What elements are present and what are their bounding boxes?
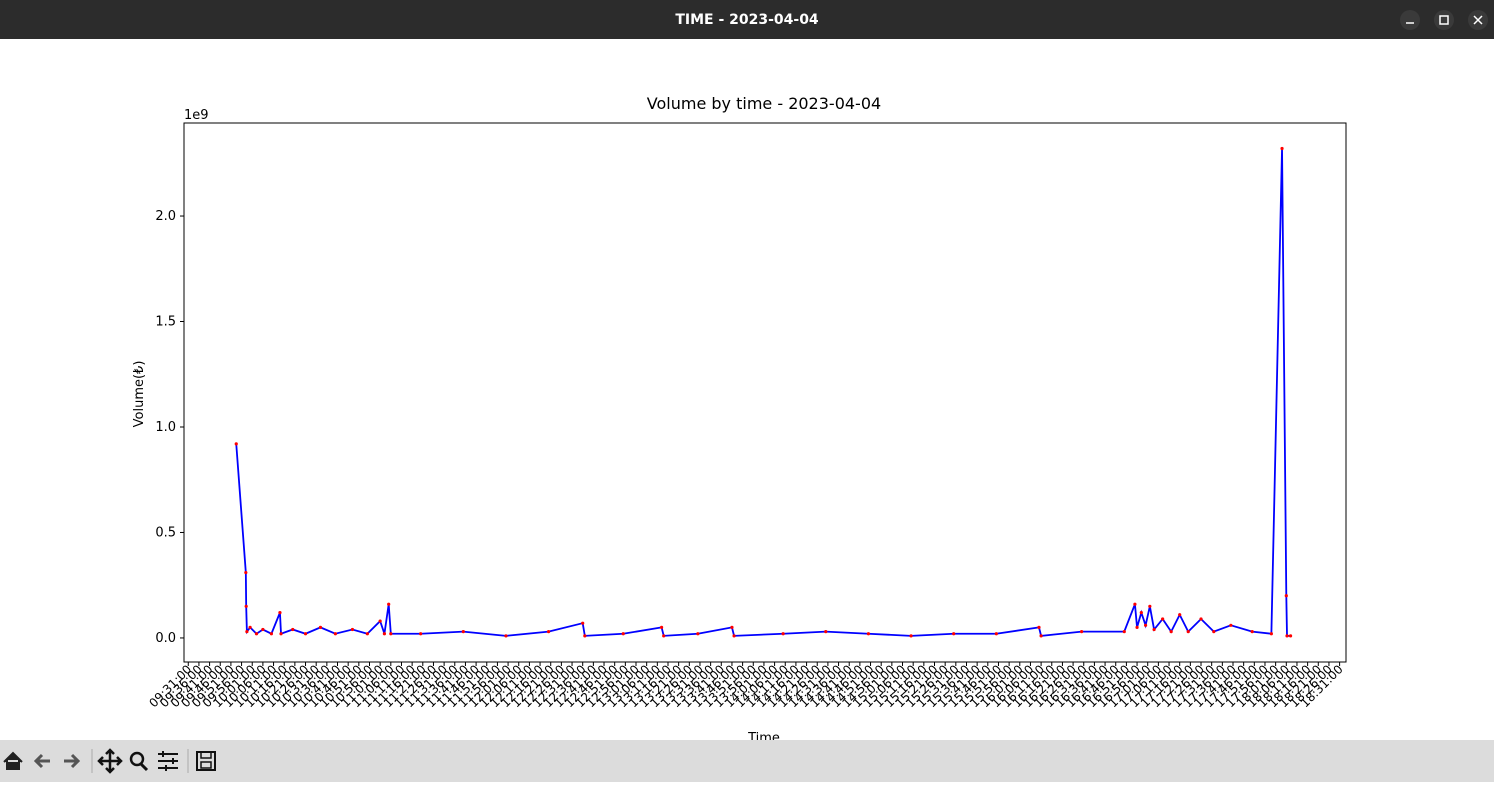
data-point <box>696 632 700 636</box>
data-point <box>546 630 551 634</box>
data-point <box>1135 625 1139 630</box>
data-point <box>1037 625 1041 630</box>
data-point <box>1186 630 1190 634</box>
data-point <box>350 627 355 632</box>
window-title: TIME - 2023-04-04 <box>0 0 1494 39</box>
data-line <box>235 148 1291 637</box>
data-point <box>1212 630 1216 634</box>
data-point <box>730 625 734 630</box>
pan-button[interactable] <box>97 748 123 774</box>
data-point <box>659 625 664 630</box>
data-point <box>1280 146 1284 151</box>
data-point <box>1133 602 1137 606</box>
plot-frame <box>183 122 1347 663</box>
data-point <box>303 632 308 636</box>
data-point <box>909 634 913 638</box>
data-point <box>1080 630 1084 634</box>
data-point <box>1288 634 1293 638</box>
data-point <box>1229 623 1233 627</box>
y-tick-label: 1.0 <box>155 420 176 435</box>
data-point <box>234 442 238 446</box>
data-point <box>419 632 423 636</box>
configure-button[interactable] <box>158 751 178 771</box>
data-point <box>378 619 382 623</box>
chart: Volume by time - 2023-04-04 1e9 Time Vol… <box>132 94 1347 740</box>
y-tick-label: 1.5 <box>155 315 176 330</box>
data-point <box>1139 611 1143 615</box>
save-button[interactable] <box>196 751 216 771</box>
data-point <box>1143 623 1148 627</box>
data-point <box>291 627 295 632</box>
data-point <box>581 621 585 625</box>
data-point <box>1122 630 1126 634</box>
data-point <box>261 627 265 632</box>
data-point <box>1250 630 1254 634</box>
zoom-button[interactable] <box>129 751 149 772</box>
data-point <box>1148 604 1152 608</box>
maximize-button[interactable] <box>1434 10 1454 30</box>
data-point <box>781 632 785 636</box>
data-point <box>1169 630 1173 634</box>
data-point <box>244 570 248 575</box>
back-button[interactable] <box>33 753 50 769</box>
window-controls <box>1400 10 1488 30</box>
close-button[interactable] <box>1468 10 1488 30</box>
data-point <box>662 634 666 638</box>
data-point <box>333 632 337 636</box>
data-point <box>504 634 508 638</box>
y-tick-label: 2.0 <box>155 209 176 224</box>
data-point <box>382 632 387 636</box>
data-point <box>318 625 323 630</box>
data-point <box>732 634 736 638</box>
home-button[interactable] <box>3 751 23 770</box>
data-point <box>1269 632 1273 636</box>
data-point <box>1199 617 1203 621</box>
data-point <box>1178 613 1182 617</box>
data-point <box>994 632 998 636</box>
data-point <box>1152 627 1156 632</box>
data-point <box>583 634 587 638</box>
data-point <box>278 611 282 615</box>
y-tick-label: 0.5 <box>155 525 176 540</box>
y-axis-label: Volume(₺) <box>132 361 147 428</box>
data-point <box>248 625 252 630</box>
data-point <box>952 632 956 636</box>
data-point <box>1285 634 1289 638</box>
data-point <box>1039 634 1043 638</box>
data-point <box>279 632 283 636</box>
data-point <box>824 630 828 634</box>
x-axis-label: Time <box>747 731 780 740</box>
data-point <box>254 632 259 636</box>
data-point <box>389 632 393 636</box>
forward-button[interactable] <box>64 753 81 769</box>
data-point <box>365 632 369 636</box>
data-point <box>387 602 391 606</box>
toolbar <box>0 740 1494 782</box>
data-point <box>1161 617 1165 621</box>
toolbar-icons <box>3 748 216 774</box>
minimize-button[interactable] <box>1400 10 1420 30</box>
data-point <box>621 632 625 636</box>
chart-title: Volume by time - 2023-04-04 <box>647 94 881 113</box>
data-point <box>866 632 871 636</box>
data-point <box>1284 594 1288 598</box>
data-point <box>461 630 465 634</box>
y-tick-label: 0.0 <box>155 631 176 646</box>
offset-label: 1e9 <box>184 108 209 123</box>
data-point <box>269 632 274 636</box>
data-point <box>245 630 249 634</box>
data-point <box>244 604 248 608</box>
